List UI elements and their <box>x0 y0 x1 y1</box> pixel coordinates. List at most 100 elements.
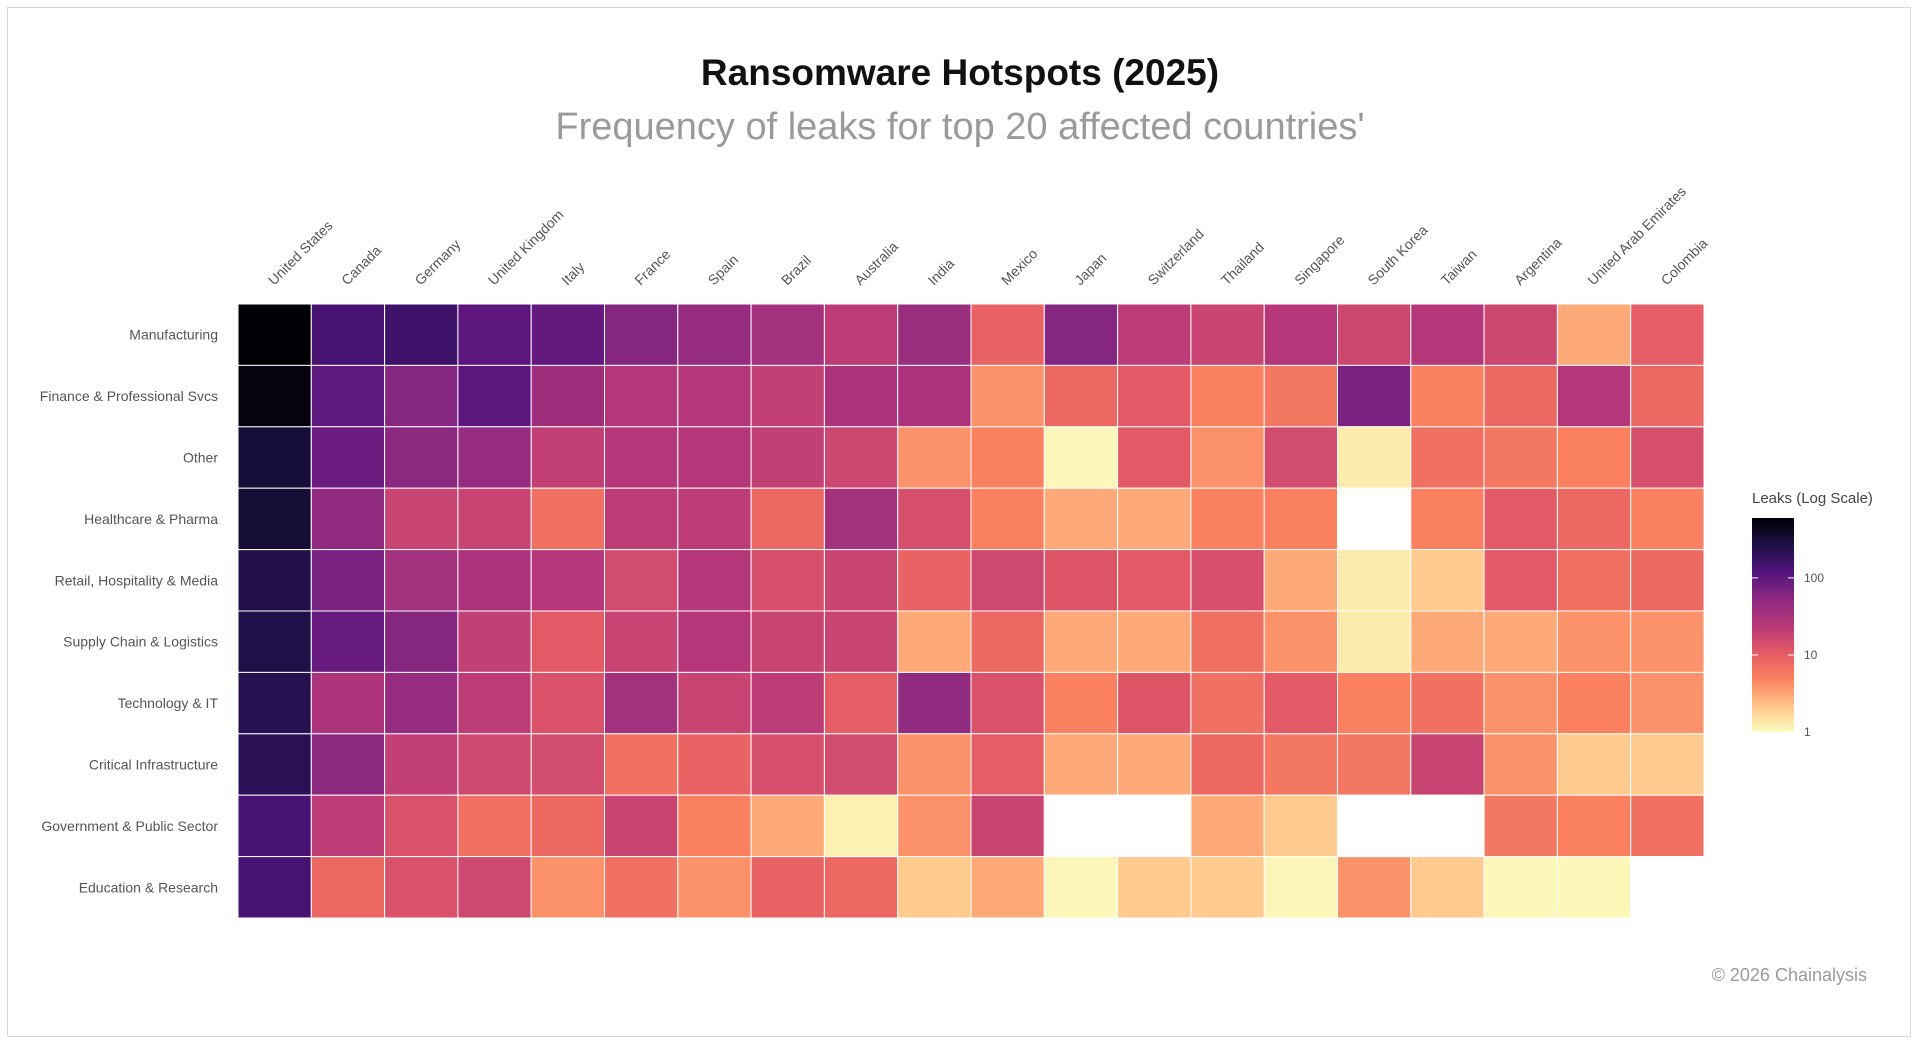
heatmap-cell <box>457 487 532 551</box>
heatmap-cell <box>530 671 606 735</box>
heatmap-cell <box>1410 426 1485 489</box>
heatmap-cell <box>384 426 459 489</box>
heatmap-cell <box>1556 426 1632 489</box>
heatmap-cell <box>1337 303 1412 366</box>
heatmap-cell <box>1043 364 1119 428</box>
heatmap-cell <box>1483 303 1558 366</box>
heatmap-cell <box>970 794 1045 858</box>
heatmap-cell <box>1630 794 1705 858</box>
heatmap-cell <box>1556 610 1632 673</box>
heatmap-cell <box>677 487 752 551</box>
heatmap-cell <box>1630 303 1705 366</box>
heatmap-cell <box>1483 671 1558 735</box>
heatmap-cell <box>677 549 752 612</box>
heatmap-cell <box>897 733 972 796</box>
heatmap-cell <box>310 426 386 489</box>
heatmap-cell <box>970 856 1045 919</box>
heatmap-cell <box>823 487 899 551</box>
heatmap-cell <box>1483 733 1558 796</box>
heatmap-cell <box>1483 610 1558 673</box>
heatmap-cell <box>237 426 312 489</box>
heatmap-cell <box>384 856 459 919</box>
heatmap-cell <box>1190 610 1265 673</box>
heatmap-cell <box>1117 426 1192 489</box>
heatmap-cell <box>1190 364 1265 428</box>
heatmap-cell <box>384 794 459 858</box>
heatmap-cell <box>310 610 386 673</box>
heatmap-cell <box>604 426 679 489</box>
heatmap-cell <box>1337 671 1412 735</box>
heatmap-cell <box>750 733 825 796</box>
heatmap-cell <box>604 671 679 735</box>
heatmap-cell <box>1117 364 1192 428</box>
y-label-supply-chain-logistics: Supply Chain & Logistics <box>63 634 218 650</box>
legend-title: Leaks (Log Scale) <box>1752 490 1873 507</box>
heatmap-cell <box>1410 549 1485 612</box>
heatmap-cell <box>677 794 752 858</box>
x-label-united-states: United States <box>265 217 336 288</box>
heatmap-cell <box>970 733 1045 796</box>
heatmap-cell <box>1117 733 1192 796</box>
heatmap-cell <box>1556 671 1632 735</box>
heatmap-cell <box>604 549 679 612</box>
heatmap-cell <box>1263 426 1338 489</box>
heatmap-cell <box>1483 794 1558 858</box>
heatmap-cell <box>1043 610 1119 673</box>
heatmap-cell <box>1556 733 1632 796</box>
heatmap-cell <box>1410 671 1485 735</box>
heatmap-cell <box>530 364 606 428</box>
heatmap-cell <box>384 671 459 735</box>
heatmap-cell <box>1263 549 1338 612</box>
heatmap-cell <box>970 487 1045 551</box>
heatmap-cell <box>1117 549 1192 612</box>
y-label-finance-professional-svcs: Finance & Professional Svcs <box>40 388 218 404</box>
heatmap-cell <box>823 733 899 796</box>
heatmap-cell <box>604 364 679 428</box>
heatmap-cell <box>897 610 972 673</box>
heatmap-cell <box>1483 364 1558 428</box>
heatmap-cell <box>1556 856 1632 919</box>
heatmap-cell <box>310 733 386 796</box>
heatmap-cell <box>750 610 825 673</box>
heatmap-cell <box>750 487 825 551</box>
heatmap-cell <box>237 856 312 919</box>
y-label-education-research: Education & Research <box>79 879 218 895</box>
heatmap-cell <box>1190 549 1265 612</box>
heatmap-cell <box>1630 549 1705 612</box>
heatmap-cell <box>237 303 312 366</box>
heatmap-cell <box>823 671 899 735</box>
heatmap-cell <box>604 303 679 366</box>
heatmap-cell <box>1263 303 1338 366</box>
heatmap-cell <box>604 856 679 919</box>
heatmap-cell <box>530 856 606 919</box>
heatmap-cell <box>1337 733 1412 796</box>
x-label-mexico: Mexico <box>998 245 1041 288</box>
heatmap-cell <box>1556 794 1632 858</box>
heatmap-cell <box>384 549 459 612</box>
heatmap-cell <box>677 856 752 919</box>
heatmap-cell <box>1043 856 1119 919</box>
heatmap-cell <box>1263 856 1338 919</box>
heatmap-cell <box>310 794 386 858</box>
heatmap-cell <box>457 426 532 489</box>
heatmap-cell <box>310 856 386 919</box>
heatmap-cell <box>384 303 459 366</box>
heatmap-cell <box>1190 856 1265 919</box>
heatmap-cell <box>457 549 532 612</box>
x-label-india: India <box>925 255 958 288</box>
heatmap-cell <box>457 671 532 735</box>
heatmap-cell <box>1410 487 1485 551</box>
x-label-colombia: Colombia <box>1658 235 1711 288</box>
heatmap-cell <box>457 733 532 796</box>
heatmap-cell <box>823 794 899 858</box>
heatmap-cell <box>1190 487 1265 551</box>
heatmap-cell <box>897 364 972 428</box>
legend-colorbar <box>1752 518 1794 732</box>
heatmap-cell <box>1117 303 1192 366</box>
heatmap-cell <box>237 549 312 612</box>
copyright-footer: © 2026 Chainalysis <box>1711 965 1867 985</box>
heatmap-cell <box>1337 487 1412 551</box>
x-label-canada: Canada <box>338 242 384 288</box>
heatmap-cell <box>384 364 459 428</box>
